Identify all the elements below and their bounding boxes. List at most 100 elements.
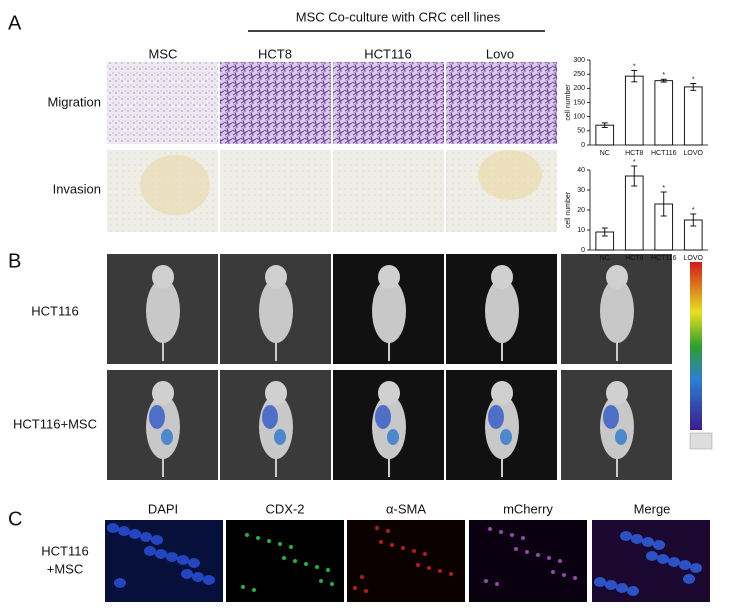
- cell: [166, 552, 178, 562]
- fluorescence-image: [226, 520, 344, 602]
- significance: *: [662, 185, 665, 192]
- signal: [274, 429, 286, 445]
- mouse-head: [378, 265, 400, 289]
- colorbar-legend: [689, 432, 713, 450]
- cell: [525, 550, 529, 554]
- mouse-head: [378, 381, 400, 405]
- bar: [683, 86, 703, 146]
- cell: [256, 536, 260, 540]
- row-label: HCT116: [41, 543, 88, 558]
- panel-label: C: [8, 508, 22, 530]
- colorbar: [690, 262, 702, 430]
- column-label: HCT8: [258, 46, 292, 61]
- cell: [412, 549, 416, 553]
- y-axis-label: cell number: [565, 191, 572, 228]
- cell: [690, 563, 702, 573]
- cell: [668, 557, 680, 567]
- y-tick-label: 40: [577, 167, 585, 174]
- cell: [319, 579, 323, 583]
- y-axis-label: cell number: [565, 84, 572, 121]
- row-label: +MSC: [47, 561, 83, 576]
- cell: [605, 580, 617, 590]
- channel-label: Merge: [634, 501, 671, 516]
- signal: [375, 405, 391, 429]
- cell: [155, 549, 167, 559]
- cell: [390, 543, 394, 547]
- mouse-head: [606, 381, 628, 405]
- signal: [387, 429, 399, 445]
- cell: [353, 586, 357, 590]
- cell: [203, 575, 215, 585]
- y-tick-label: 0: [581, 247, 585, 254]
- significance: *: [633, 63, 636, 70]
- cell: [495, 582, 499, 586]
- cell: [375, 526, 379, 530]
- channel-label: CDX-2: [265, 501, 304, 516]
- fluorescence-image: [347, 520, 465, 602]
- micrograph: [333, 62, 444, 144]
- cell: [551, 570, 555, 574]
- cell: [252, 588, 256, 592]
- cell: [326, 568, 330, 572]
- x-tick-label: HCT8: [625, 255, 643, 262]
- cell: [151, 535, 163, 545]
- cell: [616, 583, 628, 593]
- cell: [401, 546, 405, 550]
- fluorescence-images: [105, 520, 710, 602]
- stain: [140, 155, 210, 215]
- cell: [192, 572, 204, 582]
- mouse-body: [600, 279, 634, 343]
- micrograph: [220, 150, 331, 232]
- cell: [620, 531, 632, 541]
- cell: [188, 558, 200, 568]
- cell: [181, 569, 193, 579]
- signal: [488, 405, 504, 429]
- significance: *: [662, 72, 665, 79]
- cell: [304, 562, 308, 566]
- x-tick-label: NC: [600, 255, 610, 262]
- cell: [514, 547, 518, 551]
- cell: [627, 586, 639, 596]
- mouse-body: [372, 279, 406, 343]
- cell: [118, 526, 130, 536]
- cell: [547, 556, 551, 560]
- cell: [114, 578, 126, 588]
- cell: [484, 579, 488, 583]
- signal: [262, 405, 278, 429]
- cell: [438, 569, 442, 573]
- cell: [488, 527, 492, 531]
- mouse-head: [491, 265, 513, 289]
- mouse-body: [485, 279, 519, 343]
- cell: [129, 529, 141, 539]
- row-label: Invasion: [53, 181, 101, 196]
- header: MSC Co-culture with CRC cell lines: [296, 9, 501, 24]
- y-tick-label: 20: [577, 207, 585, 214]
- stain: [478, 150, 542, 200]
- cell: [679, 560, 691, 570]
- cell: [379, 540, 383, 544]
- channel-label: α-SMA: [386, 501, 426, 516]
- bar: [624, 75, 644, 146]
- y-tick-label: 300: [573, 57, 585, 64]
- cell: [282, 556, 286, 560]
- cell: [521, 536, 525, 540]
- y-tick-label: 150: [573, 99, 585, 106]
- mouse-head: [152, 381, 174, 405]
- cell: [245, 533, 249, 537]
- mouse-body: [146, 279, 180, 343]
- cell: [267, 539, 271, 543]
- cell: [289, 545, 293, 549]
- y-tick-label: 200: [573, 85, 585, 92]
- y-tick-label: 100: [573, 114, 585, 121]
- cell: [642, 537, 654, 547]
- signal: [615, 429, 627, 445]
- significance: *: [692, 76, 695, 83]
- column-label: Lovo: [486, 46, 514, 61]
- column-label: MSC: [149, 46, 178, 61]
- mouse-head: [265, 381, 287, 405]
- column-label: HCT116: [364, 46, 411, 61]
- cell: [536, 553, 540, 557]
- bar: [624, 175, 644, 251]
- cell: [416, 563, 420, 567]
- micrograph: [107, 62, 218, 144]
